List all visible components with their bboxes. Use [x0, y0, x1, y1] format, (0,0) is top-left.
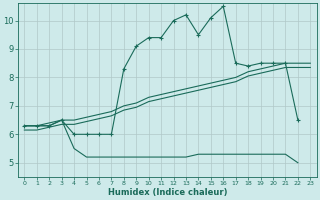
X-axis label: Humidex (Indice chaleur): Humidex (Indice chaleur): [108, 188, 227, 197]
